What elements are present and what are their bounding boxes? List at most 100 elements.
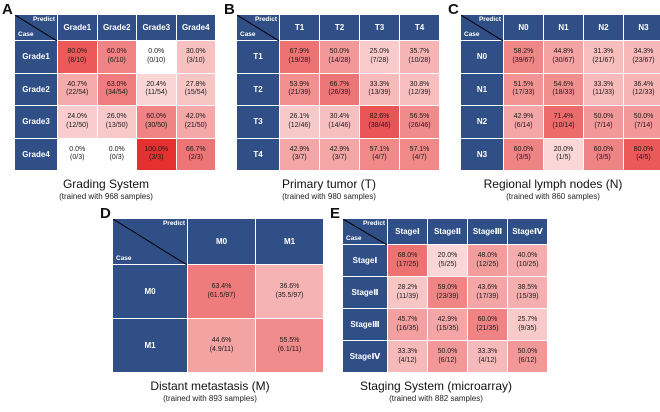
cell-percent: 36.4% [624,81,660,90]
cell-percent: 36.6% [256,283,323,292]
cell-percent: 60.0% [137,113,176,122]
column-header: Grade2 [97,15,137,41]
column-header: N0 [504,15,544,41]
matrix-cell: 68.0%(17/25) [388,245,428,277]
matrix-cell: 40.7%(22/54) [58,73,98,106]
cell-percent: 60.0% [98,48,137,57]
matrix-cell: 42.9%(3/7) [320,138,360,171]
matrix-cell: 30.0%(3/10) [176,41,216,74]
row-header: StageⅣ [343,341,388,373]
cell-fraction: (14/46) [320,122,359,131]
matrix-cell: 33.3%(13/39) [360,73,400,106]
column-header: StageⅡ [428,219,468,245]
cell-fraction: (11/54) [137,89,176,98]
cell-fraction: (39/67) [504,57,543,66]
column-header: T1 [280,15,320,41]
matrix-cell: 27.8%(15/54) [176,73,216,106]
matrix-cell: 100.0%(3/3) [137,138,177,171]
row-header: T2 [237,73,280,106]
chart-subtitle: (trained with 860 samples) [448,192,658,201]
cell-percent: 34.3% [624,48,660,57]
cell-fraction: (22/54) [58,89,97,98]
cell-fraction: (14/28) [320,57,359,66]
matrix-cell: 26.1%(12/46) [280,106,320,139]
row-header: StageⅡ [343,277,388,309]
row-header: StageⅢ [343,309,388,341]
chart-title: Distant metastasis (M) [100,379,320,393]
cell-fraction: (4/12) [468,357,507,366]
matrix-cell: 50.0%(6/12) [508,341,548,373]
corner-predict-label: Predict [255,16,277,23]
matrix-cell: 58.2%(39/67) [504,41,544,74]
matrix-cell: 48.0%(12/25) [468,245,508,277]
cell-percent: 50.0% [320,48,359,57]
corner-predict-label: Predict [163,220,185,227]
cell-fraction: (35.5/97) [256,292,323,301]
matrix-cell: 42.9%(15/35) [428,309,468,341]
matrix-cell: 50.0%(6/12) [428,341,468,373]
matrix-cell: 56.5%(26/46) [400,106,440,139]
matrix-cell: 82.6%(38/46) [360,106,400,139]
column-header: T2 [320,15,360,41]
cell-fraction: (21/39) [280,89,319,98]
row-header: Grade2 [15,73,58,106]
cell-fraction: (10/28) [400,57,439,66]
cell-percent: 42.9% [428,316,467,325]
cell-percent: 50.0% [428,348,467,357]
matrix-cell: 45.7%(16/35) [388,309,428,341]
cell-percent: 50.0% [584,113,623,122]
row-header: N2 [461,106,504,139]
panel-label: A [2,2,13,17]
row-header: Grade4 [15,138,58,171]
matrix-cell: 28.2%(11/39) [388,277,428,309]
cell-percent: 30.4% [320,113,359,122]
cell-percent: 33.3% [388,348,427,357]
matrix-cell: 36.4%(12/33) [624,73,660,106]
corner-predict-label: Predict [363,220,385,227]
matrix-cell: 53.9%(21/39) [280,73,320,106]
matrix-cell: 24.0%(12/50) [58,106,98,139]
cell-fraction: (4/7) [400,154,439,163]
matrix-cell: 50.0%(14/28) [320,41,360,74]
corner-case-label: Case [116,255,132,262]
cell-percent: 30.8% [400,81,439,90]
column-header: M1 [256,219,324,265]
matrix-cell: 33.3%(4/12) [468,341,508,373]
chart-title: Staging System (microarray) [330,379,542,393]
cell-percent: 26.0% [98,113,137,122]
cell-fraction: (16/35) [388,325,427,334]
cell-percent: 60.0% [584,146,623,155]
cell-percent: 67.9% [280,48,319,57]
cell-percent: 100.0% [137,146,176,155]
cell-percent: 42.9% [320,146,359,155]
matrix-cell: 42.9%(6/14) [504,106,544,139]
cell-fraction: (3/10) [177,57,216,66]
cell-fraction: (11/39) [388,293,427,302]
cell-fraction: (15/35) [428,325,467,334]
cell-percent: 24.0% [58,113,97,122]
panel-label: D [100,206,111,221]
cell-percent: 33.3% [584,81,623,90]
cell-percent: 25.7% [508,316,547,325]
matrix-cell: 60.0%(3/5) [584,138,624,171]
matrix-cell: 0.0%(0/10) [137,41,177,74]
matrix-cell: 80.0%(4/5) [624,138,660,171]
chart-subtitle: (trained with 980 samples) [224,192,434,201]
cell-percent: 50.0% [624,113,660,122]
cell-fraction: (3/7) [320,154,359,163]
cell-fraction: (7/28) [360,57,399,66]
cell-percent: 51.5% [504,81,543,90]
cell-fraction: (30/50) [137,122,176,131]
